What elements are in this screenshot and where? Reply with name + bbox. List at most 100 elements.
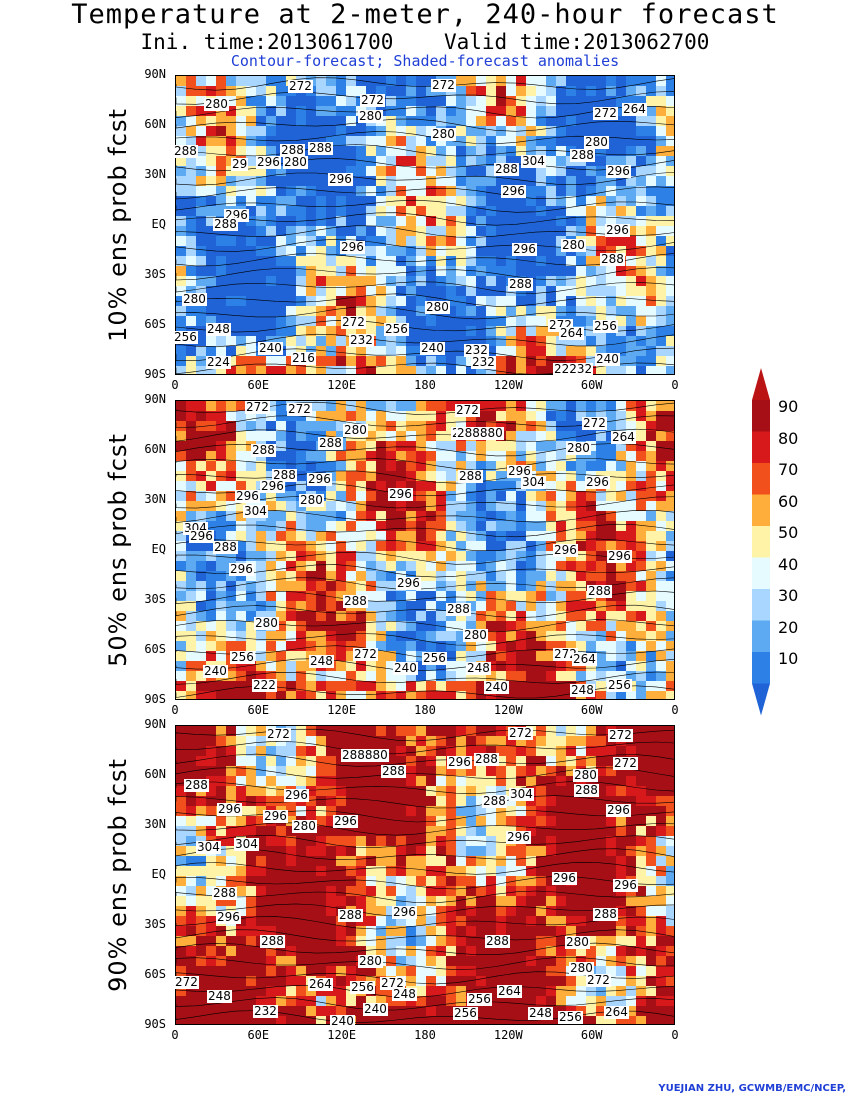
longitude-tick-label: 180	[414, 378, 436, 392]
contour-label: 29	[231, 157, 249, 171]
contour-label: 288	[381, 764, 406, 778]
temperature-contour	[176, 671, 674, 685]
contour-label: 264	[497, 984, 522, 998]
temperature-contour	[176, 795, 674, 809]
temperature-contour	[176, 509, 674, 523]
contour-label: 256	[453, 1006, 478, 1020]
longitude-tick-label: 60W	[580, 1028, 603, 1042]
contour-label: 280	[463, 628, 488, 642]
contour-label: 296	[447, 755, 472, 769]
contour-label: 288	[508, 277, 533, 291]
contour-label: 232	[471, 355, 496, 369]
contour-label: 256	[384, 322, 409, 336]
colorbar-segment	[752, 494, 770, 526]
contour-label: 264	[559, 326, 584, 340]
longitude-tick-label: 120E	[327, 703, 357, 717]
contour-label: 288	[593, 907, 618, 921]
temperature-contour	[176, 281, 674, 294]
contour-label: 288	[308, 141, 333, 155]
longitude-tick-label: 120W	[493, 1028, 523, 1042]
contour-label: 288	[587, 584, 612, 598]
contour-label: 272	[508, 726, 533, 740]
chart-subtitle: Ini. time:2013061700 Valid time:20130627…	[140, 30, 710, 54]
temperature-contour	[176, 470, 674, 484]
contour-label: 288	[338, 908, 363, 922]
colorbar-segment	[752, 620, 770, 652]
contour-label: 304	[234, 837, 259, 851]
contour-label: 280	[182, 292, 207, 306]
contour-label: 240	[258, 341, 283, 355]
contour-label: 296	[229, 562, 254, 576]
contour-label: 272	[380, 976, 405, 990]
contour-label: 288	[184, 778, 209, 792]
temperature-contour	[176, 225, 674, 238]
temperature-contour	[176, 890, 674, 904]
contour-label: 272	[455, 403, 480, 417]
latitude-tick-label: 90N	[144, 717, 166, 731]
contour-label: 272	[586, 973, 611, 987]
temperature-contour	[176, 834, 674, 848]
contour-label: 256	[422, 651, 447, 665]
temperature-contour	[176, 458, 674, 471]
contour-label: 288	[213, 217, 238, 231]
contour-label: 296	[506, 830, 531, 844]
colorbar-tick-label: 40	[778, 554, 799, 574]
contour-label: 296	[607, 549, 632, 563]
longitude-tick-label: 0	[671, 1028, 679, 1042]
contour-label: 256	[350, 980, 375, 994]
longitude-tick-label: 0	[171, 1028, 179, 1042]
contour-label: 256	[593, 319, 618, 333]
latitude-tick-label: 60N	[144, 117, 166, 131]
temperature-contour	[176, 740, 674, 755]
temperature-contour	[176, 1010, 674, 1023]
longitude-tick-label: 0	[671, 378, 679, 392]
temperature-contour	[176, 538, 674, 551]
contour-label: 272	[582, 416, 607, 430]
latitude-tick-label: 90N	[144, 67, 166, 81]
contour-label: 296	[605, 223, 630, 237]
colorbar-tick-label: 90	[778, 397, 799, 416]
latitude-tick-label: 30N	[144, 492, 166, 506]
temperature-contour	[176, 523, 674, 538]
temperature-contour	[176, 118, 674, 132]
latitude-tick-label: EQ	[151, 542, 166, 556]
latitude-tick-label: 60S	[144, 967, 166, 981]
latitude-tick-label: 30N	[144, 817, 166, 831]
colorbar-segment	[752, 652, 770, 684]
longitude-tick-label: 0	[171, 378, 179, 392]
contour-label: 296	[235, 489, 260, 503]
longitude-tick-label: 0	[671, 703, 679, 717]
contour-label: 296	[340, 240, 365, 254]
contour-label: 264	[572, 652, 597, 666]
latitude-tick-label: 30N	[144, 167, 166, 181]
contour-label: 288	[482, 794, 507, 808]
contour-label: 288	[318, 436, 343, 450]
latitude-tick-label: 60N	[144, 767, 166, 781]
contour-label: 256	[607, 678, 632, 692]
contour-label: 264	[308, 977, 333, 991]
contour-label: 296	[216, 910, 241, 924]
contour-label: 272	[593, 106, 618, 120]
contour-label: 272	[174, 975, 199, 989]
temperature-contour	[176, 401, 674, 415]
temperature-contour	[176, 551, 674, 565]
contour-label: 272	[288, 79, 313, 93]
contour-label: 296	[507, 464, 532, 478]
temperature-contour	[176, 293, 674, 307]
temperature-contour	[176, 253, 674, 267]
temperature-contour	[176, 347, 674, 361]
contour-label: 288880	[341, 748, 389, 762]
contour-label: 280	[204, 97, 229, 111]
contour-label: 304	[196, 840, 221, 854]
longitude-tick-label: 120E	[327, 378, 357, 392]
contour-label: 248	[466, 661, 491, 675]
latitude-tick-label: 90N	[144, 392, 166, 406]
colorbar-bottom-arrow	[752, 683, 770, 716]
contour-label: 280	[299, 493, 324, 507]
contour-label: 296	[388, 487, 413, 501]
contour-label: 304	[243, 504, 268, 518]
contour-label: 280	[343, 423, 368, 437]
temperature-contour	[176, 306, 674, 320]
longitude-tick-label: 180	[414, 1028, 436, 1042]
longitude-tick-label: 180	[414, 703, 436, 717]
